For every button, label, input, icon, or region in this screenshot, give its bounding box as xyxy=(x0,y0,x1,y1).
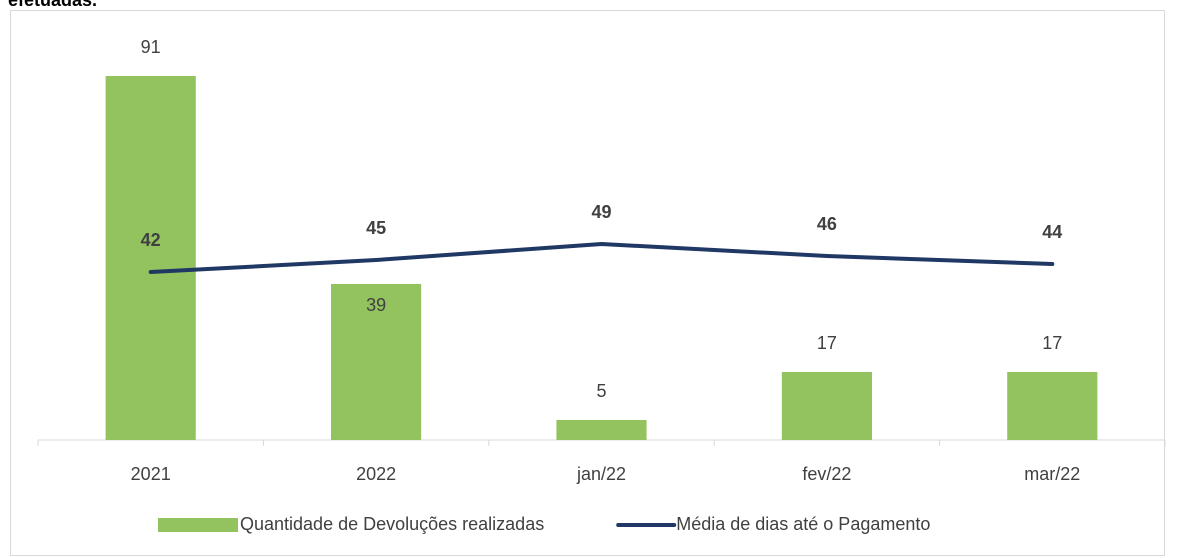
x-tick-label: 2022 xyxy=(356,464,396,484)
x-tick-label: mar/22 xyxy=(1024,464,1080,484)
bar xyxy=(105,76,196,440)
bar-value-label: 17 xyxy=(817,333,837,353)
line-value-label: 44 xyxy=(1042,222,1062,242)
legend-label: Quantidade de Devoluções realizadas xyxy=(240,514,544,534)
bar-value-label: 39 xyxy=(366,295,386,315)
legend-label: Média de dias até o Pagamento xyxy=(676,514,930,534)
x-tick-label: 2021 xyxy=(131,464,171,484)
chart-border xyxy=(10,10,1165,556)
bar xyxy=(1007,372,1098,440)
legend-swatch xyxy=(158,518,238,532)
x-tick-label: jan/22 xyxy=(576,464,626,484)
line-value-label: 45 xyxy=(366,218,386,238)
x-tick-label: fev/22 xyxy=(802,464,851,484)
bar-value-label: 17 xyxy=(1042,333,1062,353)
chart-title: efetuadas. xyxy=(8,0,97,10)
bar xyxy=(781,372,872,440)
line-value-label: 46 xyxy=(817,214,837,234)
line-value-label: 49 xyxy=(591,202,611,222)
bar-value-label: 91 xyxy=(141,37,161,57)
bar xyxy=(556,420,647,440)
bar-value-label: 5 xyxy=(596,381,606,401)
line-value-label: 42 xyxy=(141,230,161,250)
bar xyxy=(331,284,422,440)
line xyxy=(148,242,1055,274)
